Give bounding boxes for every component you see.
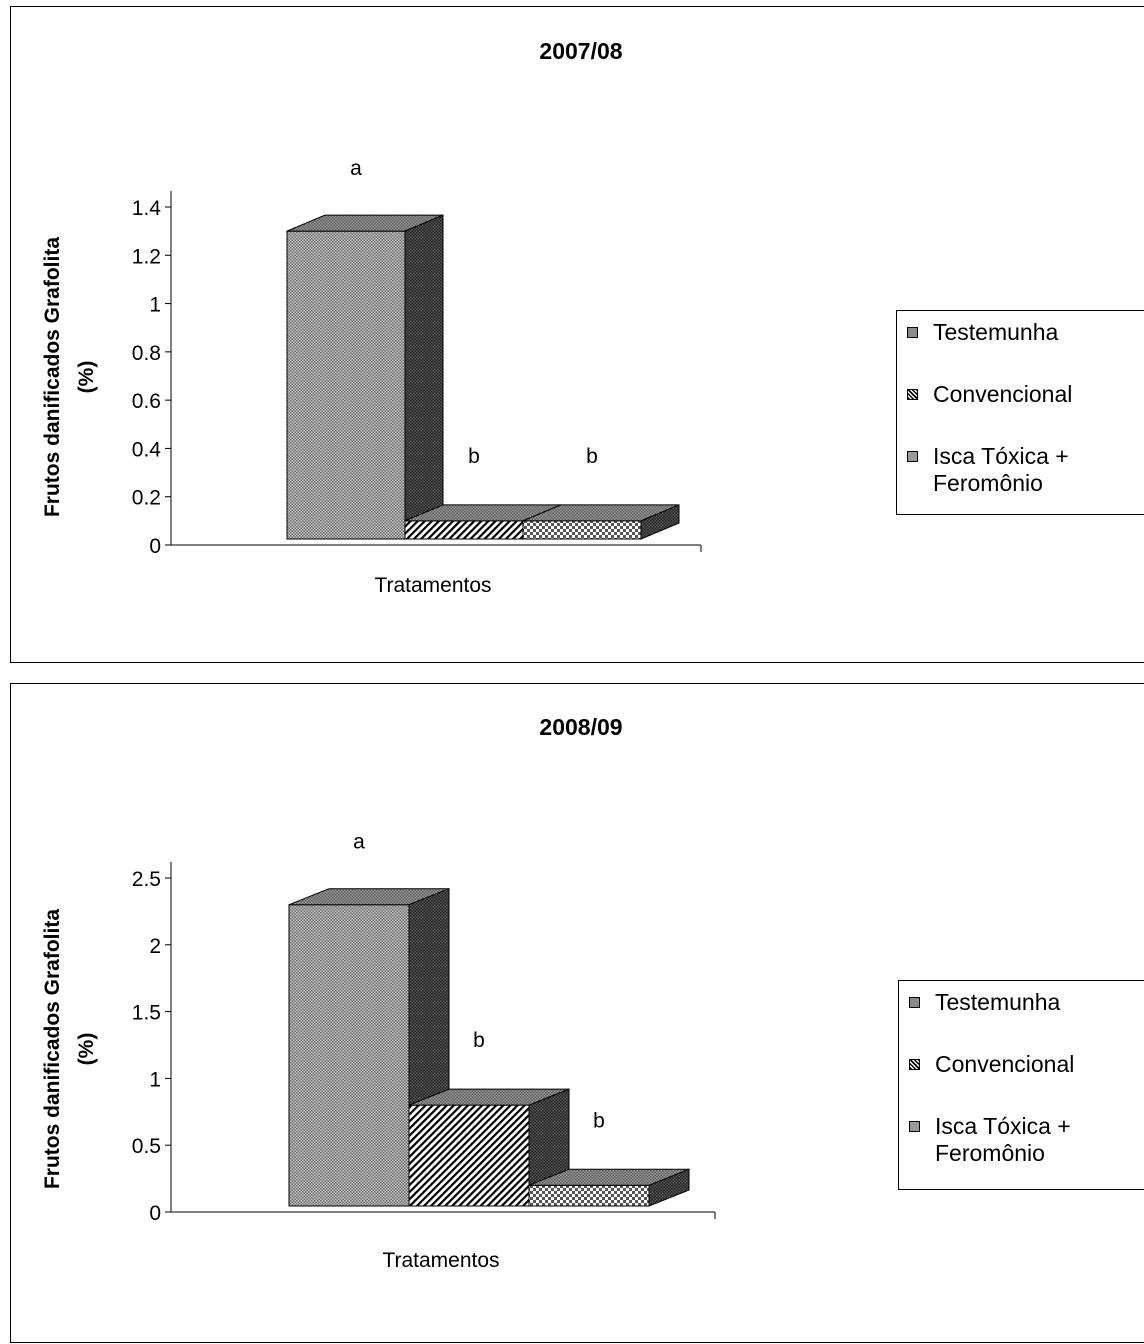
y-axis-label: Frutos danificados Grafolita (%) xyxy=(41,909,98,1189)
y-tick-label: 0 xyxy=(149,535,161,558)
legend-swatch-testemunha xyxy=(909,997,920,1008)
bar-front xyxy=(528,1184,650,1207)
bar-front xyxy=(404,520,524,540)
y-tick-label: 1.2 xyxy=(132,245,161,268)
y-tick-label: 1 xyxy=(149,294,161,317)
bar-isca-t-xica-ferom-nio xyxy=(528,1168,690,1207)
legend-item-convencional: Convencional xyxy=(909,1051,1144,1078)
bar-front xyxy=(286,230,406,540)
legend-swatch-convencional xyxy=(907,389,918,400)
legend-swatch-isca xyxy=(909,1121,920,1132)
legend-label-convencional: Convencional xyxy=(935,1051,1075,1077)
y-tick-label: 0 xyxy=(149,1202,161,1225)
x-axis-label: Tratamentos xyxy=(382,1249,499,1272)
legend-2007-08: Testemunha Convencional Isca Tóxica + Fe… xyxy=(896,310,1144,515)
legend-label-convencional: Convencional xyxy=(933,381,1073,407)
bar-annotation: b xyxy=(473,1029,485,1052)
bar-chart-2008-09: 2008/09 Frutos danificados Grafolita (%) 0 0… xyxy=(41,714,716,1272)
bar-annotation: a xyxy=(353,831,365,854)
legend-item-convencional: Convencional xyxy=(907,381,1144,408)
bar-annotation: b xyxy=(468,445,480,468)
y-tick-label: 0.4 xyxy=(132,438,162,461)
y-tick-label: 2 xyxy=(149,935,161,958)
legend-item-testemunha: Testemunha xyxy=(909,989,1144,1016)
y-tick-label: 1.5 xyxy=(132,1002,161,1025)
chart-panel-2007-08: 2007/08 Frutos danificados Grafolita (%) 0 0… xyxy=(10,6,1144,663)
x-axis-label: Tratamentos xyxy=(374,574,491,597)
bar-annotation: b xyxy=(593,1109,605,1132)
legend-label-isca: Isca Tóxica + Feromônio xyxy=(935,1113,1071,1166)
y-tick-label: 0.2 xyxy=(132,487,161,510)
bar-front xyxy=(288,904,410,1207)
y-tick-label: 1 xyxy=(149,1068,161,1091)
bar-testemunha xyxy=(286,214,444,540)
chart-title: 2007/08 xyxy=(539,38,622,64)
bar-side xyxy=(648,1168,690,1207)
bar-front xyxy=(408,1104,530,1207)
legend-label-testemunha: Testemunha xyxy=(933,319,1059,345)
y-tick-label: 0.5 xyxy=(132,1135,161,1158)
legend-swatch-isca xyxy=(907,451,918,462)
legend-label-isca: Isca Tóxica + Feromônio xyxy=(933,443,1069,496)
y-axis-label: Frutos danificados Grafolita (%) xyxy=(41,237,98,517)
bar-annotation: b xyxy=(586,445,598,468)
legend-swatch-testemunha xyxy=(907,327,918,338)
bar-annotation: a xyxy=(350,157,362,180)
chart-title: 2008/09 xyxy=(539,714,622,740)
bar-side xyxy=(640,504,680,540)
bar-isca-t-xica-ferom-nio xyxy=(522,504,680,540)
y-tick-label: 1.4 xyxy=(132,197,162,220)
y-tick-label: 0.8 xyxy=(132,342,161,365)
legend-swatch-convencional xyxy=(909,1059,920,1070)
legend-item-isca: Isca Tóxica + Feromônio xyxy=(909,1113,1144,1167)
bar-chart-2007-08: 2007/08 Frutos danificados Grafolita (%) 0 0… xyxy=(41,38,702,597)
bar-side xyxy=(404,214,444,540)
bar-convencional xyxy=(408,1088,570,1207)
legend-2008-09: Testemunha Convencional Isca Tóxica + Fe… xyxy=(898,980,1144,1190)
y-tick-label: 0.6 xyxy=(132,390,161,413)
legend-item-isca: Isca Tóxica + Feromônio xyxy=(907,443,1144,497)
legend-label-testemunha: Testemunha xyxy=(935,989,1061,1015)
legend-item-testemunha: Testemunha xyxy=(907,319,1144,346)
chart-panel-2008-09: 2008/09 Frutos danificados Grafolita (%) 0 0… xyxy=(10,683,1144,1343)
y-tick-label: 2.5 xyxy=(132,868,161,891)
bar-front xyxy=(522,520,642,540)
